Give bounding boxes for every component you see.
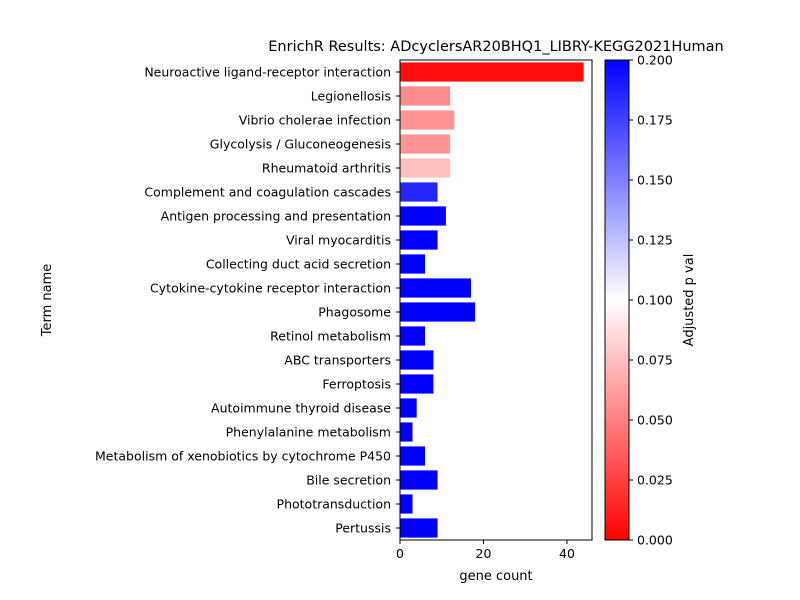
bar: [400, 278, 471, 298]
y-tick-label: Phenylalanine metabolism: [226, 425, 391, 440]
y-tick-label: Cytokine-cytokine receptor interaction: [150, 281, 391, 296]
bar: [400, 158, 451, 178]
bar: [400, 302, 476, 322]
bar: [400, 326, 426, 346]
colorbar-tick-label: 0.200: [637, 53, 673, 68]
bar: [400, 518, 438, 538]
bar: [400, 350, 434, 370]
y-tick-label: ABC transporters: [284, 353, 391, 368]
y-tick-label: Neuroactive ligand-receptor interaction: [144, 65, 391, 80]
bar: [400, 62, 584, 82]
bar: [400, 230, 438, 250]
bar: [400, 254, 426, 274]
y-axis-label: Term name: [40, 264, 55, 338]
plot-area: Neuroactive ligand-receptor interaction L…: [95, 62, 584, 561]
bar: [400, 206, 446, 226]
bar: [400, 446, 426, 466]
bar: [400, 182, 438, 202]
colorbar: [604, 59, 630, 541]
colorbar-tick-label: 0.050: [637, 413, 673, 428]
bar: [400, 422, 413, 442]
y-tick-label: Vibrio cholerae infection: [239, 113, 391, 128]
bar: [400, 134, 451, 154]
y-tick-label: Retinol metabolism: [270, 329, 391, 344]
y-tick-label: Antigen processing and presentation: [161, 209, 391, 224]
colorbar-tick-label: 0.175: [637, 113, 673, 128]
y-tick-label: Collecting duct acid secretion: [206, 257, 391, 272]
y-tick-label: Ferroptosis: [322, 377, 391, 392]
y-tick-label: Legionellosis: [311, 89, 391, 104]
bar: [400, 86, 451, 106]
y-tick-label: Metabolism of xenobiotics by cytochrome …: [95, 449, 391, 464]
y-tick-label: Autoimmune thyroid disease: [211, 401, 391, 416]
y-tick-label: Bile secretion: [306, 473, 391, 488]
y-tick-label: Pertussis: [335, 521, 391, 536]
x-axis-label: gene count: [459, 569, 532, 584]
bar: [400, 470, 438, 490]
colorbar-tick-label: 0.075: [637, 353, 673, 368]
axes-frame: [399, 59, 593, 541]
bar: [400, 374, 434, 394]
y-tick-label: Rheumatoid arthritis: [262, 161, 391, 176]
bar: [400, 494, 413, 514]
bar: [400, 110, 455, 130]
colorbar-label: Adjusted p val: [682, 254, 697, 347]
y-tick-label: Glycolysis / Gluconeogenesis: [210, 137, 391, 152]
colorbar-tick-label: 0.025: [637, 473, 673, 488]
y-tick-label: Phagosome: [318, 305, 391, 320]
colorbar-tick-label: 0.125: [637, 233, 673, 248]
y-tick-label: Viral myocarditis: [286, 233, 391, 248]
y-tick-label: Phototransduction: [277, 497, 391, 512]
x-tick-label: 20: [476, 546, 492, 561]
colorbar-tick-label: 0.150: [637, 173, 673, 188]
bar: [400, 398, 417, 418]
colorbar-ticks: 0.000 0.025 0.050 0.075 0.100 0.125 0.150 0.175…: [629, 53, 673, 548]
colorbar-tick-label: 0.100: [637, 293, 673, 308]
chart-title: EnrichR Results: ADcyclersAR20BHQ1_LIBRY…: [268, 39, 723, 55]
x-tick-label: 0: [396, 546, 404, 561]
colorbar-tick-label: 0.000: [637, 533, 673, 548]
y-tick-label: Complement and coagulation cascades: [144, 185, 391, 200]
x-tick-label: 40: [559, 546, 575, 561]
